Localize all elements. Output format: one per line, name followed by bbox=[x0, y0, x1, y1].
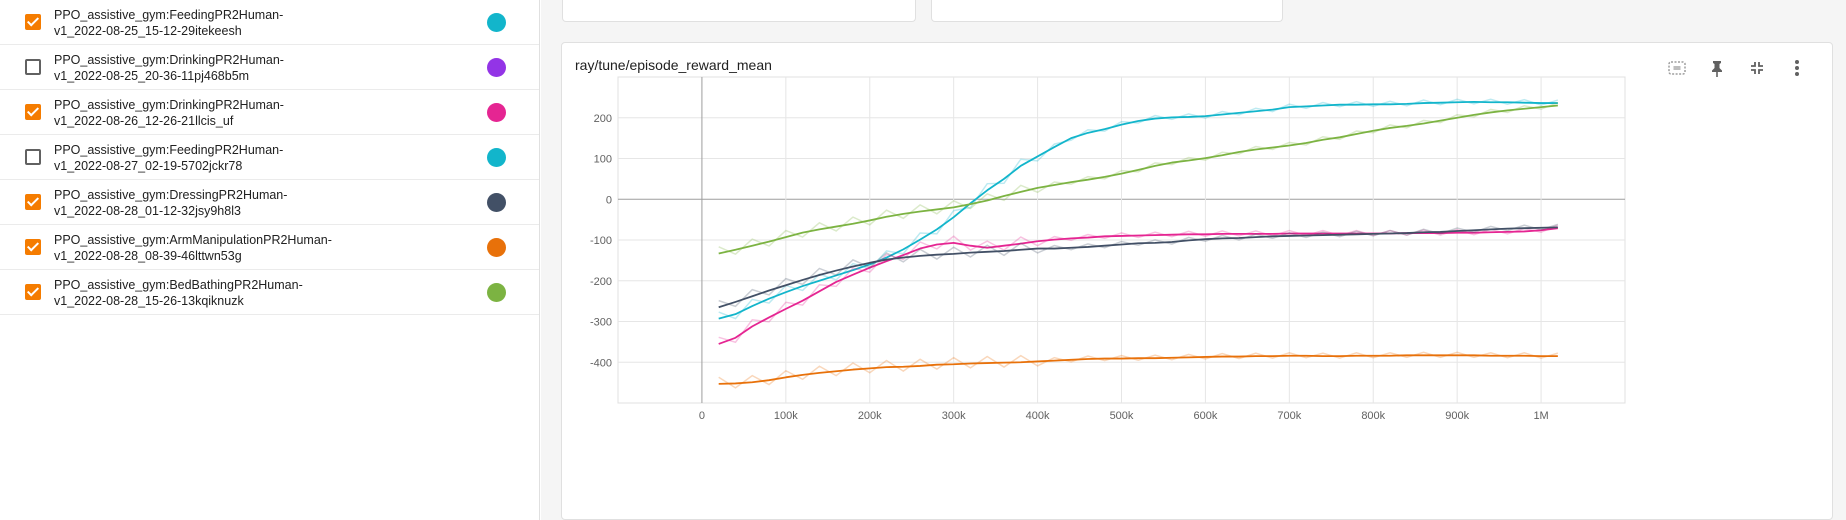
grid-lines bbox=[617, 76, 1626, 404]
x-tick-label: 800k bbox=[1361, 410, 1385, 422]
run-name: PPO_assistive_gym:DressingPR2Human-v1_20… bbox=[54, 187, 354, 219]
fit-domain-icon[interactable] bbox=[1664, 55, 1690, 81]
run-color-swatch[interactable] bbox=[487, 238, 506, 257]
y-tick-label: -300 bbox=[590, 317, 612, 329]
run-name-line: PPO_assistive_gym:FeedingPR2Human- bbox=[54, 143, 284, 157]
series-raw-line bbox=[718, 223, 1559, 308]
series-line[interactable] bbox=[718, 104, 1558, 255]
run-color-swatch[interactable] bbox=[487, 103, 506, 122]
y-axis-ticks: 200 100 0 -100 -200 -300 -400 bbox=[590, 113, 612, 370]
run-name: PPO_assistive_gym:DrinkingPR2Human-v1_20… bbox=[54, 52, 354, 84]
x-tick-label: 100k bbox=[774, 410, 798, 422]
x-tick-label: 600k bbox=[1193, 410, 1217, 422]
run-name-line: PPO_assistive_gym:DressingPR2Human- bbox=[54, 188, 288, 202]
x-tick-label: 700k bbox=[1277, 410, 1301, 422]
collapse-icon[interactable] bbox=[1744, 55, 1770, 81]
x-axis-ticks: 0 100k 200k 300k 400k 500k 600k 700k 800k 900k 1M bbox=[699, 410, 1549, 422]
run-name-line: PPO_assistive_gym:DrinkingPR2Human- bbox=[54, 53, 284, 67]
x-tick-label: 0 bbox=[699, 410, 705, 422]
x-tick-label: 900k bbox=[1445, 410, 1469, 422]
run-name-line: v1_2022-08-28_08-39-46lttwn53g bbox=[54, 249, 242, 263]
y-tick-label: 100 bbox=[594, 154, 612, 166]
previous-chart-card bbox=[931, 0, 1283, 22]
chart-card: ray/tune/episode_reward_mean 200 100 0 -100… bbox=[561, 42, 1833, 520]
run-color-swatch[interactable] bbox=[487, 13, 506, 32]
y-tick-label: -100 bbox=[590, 235, 612, 247]
run-name: PPO_assistive_gym:FeedingPR2Human-v1_202… bbox=[54, 7, 354, 39]
run-name: PPO_assistive_gym:FeedingPR2Human-v1_202… bbox=[54, 142, 354, 174]
run-row[interactable]: PPO_assistive_gym:DressingPR2Human-v1_20… bbox=[0, 180, 539, 225]
run-color-swatch[interactable] bbox=[487, 148, 506, 167]
run-checkbox[interactable] bbox=[25, 149, 41, 165]
x-tick-label: 400k bbox=[1026, 410, 1050, 422]
run-row[interactable]: PPO_assistive_gym:ArmManipulationPR2Huma… bbox=[0, 225, 539, 270]
series-line[interactable] bbox=[718, 354, 1558, 385]
y-tick-label: 0 bbox=[606, 194, 612, 206]
previous-chart-card bbox=[562, 0, 916, 22]
y-tick-label: 200 bbox=[594, 113, 612, 125]
x-tick-label: 1M bbox=[1533, 410, 1548, 422]
series-layer bbox=[718, 98, 1559, 389]
y-tick-label: -400 bbox=[590, 357, 612, 369]
run-color-swatch[interactable] bbox=[487, 193, 506, 212]
series-line[interactable] bbox=[718, 226, 1558, 309]
run-checkbox[interactable] bbox=[25, 104, 41, 120]
run-checkbox[interactable] bbox=[25, 239, 41, 255]
run-name-line: PPO_assistive_gym:DrinkingPR2Human- bbox=[54, 98, 284, 112]
run-checkbox[interactable] bbox=[25, 59, 41, 75]
run-name: PPO_assistive_gym:DrinkingPR2Human-v1_20… bbox=[54, 97, 354, 129]
run-name-line: v1_2022-08-28_15-26-13kqiknuzk bbox=[54, 294, 244, 308]
run-name-line: v1_2022-08-25_20-36-11pj468b5m bbox=[54, 69, 250, 83]
run-color-swatch[interactable] bbox=[487, 283, 506, 302]
run-row[interactable]: PPO_assistive_gym:FeedingPR2Human-v1_202… bbox=[0, 0, 539, 45]
pin-icon[interactable] bbox=[1704, 55, 1730, 81]
run-checkbox[interactable] bbox=[25, 284, 41, 300]
run-name-line: v1_2022-08-27_02-19-5702jckr78 bbox=[54, 159, 243, 173]
series-raw-line bbox=[718, 98, 1559, 320]
x-tick-label: 300k bbox=[942, 410, 966, 422]
x-tick-label: 200k bbox=[858, 410, 882, 422]
more-vert-icon[interactable] bbox=[1784, 55, 1810, 81]
run-row[interactable]: PPO_assistive_gym:DrinkingPR2Human-v1_20… bbox=[0, 90, 539, 135]
run-name-line: PPO_assistive_gym:ArmManipulationPR2Huma… bbox=[54, 233, 332, 247]
series-line[interactable] bbox=[718, 100, 1558, 320]
main-panel: ray/tune/episode_reward_mean 200 100 0 -100… bbox=[541, 0, 1846, 520]
run-name-line: v1_2022-08-26_12-26-21llcis_uf bbox=[54, 114, 234, 128]
y-tick-label: -200 bbox=[590, 276, 612, 288]
run-checkbox[interactable] bbox=[25, 14, 41, 30]
run-name-line: v1_2022-08-28_01-12-32jsy9h8l3 bbox=[54, 204, 241, 218]
run-color-swatch[interactable] bbox=[487, 58, 506, 77]
line-chart[interactable]: 200 100 0 -100 -200 -300 -400 0 100k 200k 300k 400… bbox=[562, 43, 1832, 519]
chart-title: ray/tune/episode_reward_mean bbox=[575, 57, 772, 73]
run-checkbox[interactable] bbox=[25, 194, 41, 210]
run-name-line: PPO_assistive_gym:BedBathingPR2Human- bbox=[54, 278, 303, 292]
run-name-line: v1_2022-08-25_15-12-29itekeesh bbox=[54, 24, 242, 38]
series-raw-line bbox=[718, 351, 1559, 389]
run-row[interactable]: PPO_assistive_gym:BedBathingPR2Human-v1_… bbox=[0, 270, 539, 315]
run-name: PPO_assistive_gym:ArmManipulationPR2Huma… bbox=[54, 232, 354, 264]
x-tick-label: 500k bbox=[1110, 410, 1134, 422]
runs-sidebar: PPO_assistive_gym:FeedingPR2Human-v1_202… bbox=[0, 0, 540, 520]
run-row[interactable]: PPO_assistive_gym:DrinkingPR2Human-v1_20… bbox=[0, 45, 539, 90]
run-name-line: PPO_assistive_gym:FeedingPR2Human- bbox=[54, 8, 284, 22]
run-row[interactable]: PPO_assistive_gym:FeedingPR2Human-v1_202… bbox=[0, 135, 539, 180]
series-raw-line bbox=[718, 101, 1559, 256]
run-name: PPO_assistive_gym:BedBathingPR2Human-v1_… bbox=[54, 277, 354, 309]
